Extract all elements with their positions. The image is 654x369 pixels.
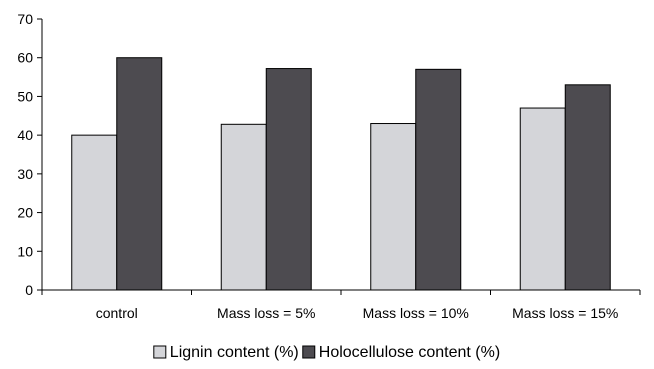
bar-lignin-0: [71, 134, 118, 291]
legend: Lignin content (%) Holocellulose content …: [153, 344, 500, 361]
bar-lignin-2: [370, 123, 417, 291]
bar-holocellulose-0: [116, 57, 163, 291]
bar-holocellulose-3: [564, 84, 611, 291]
y-tick-label: 50: [17, 88, 33, 104]
legend-label: Holocellulose content (%): [319, 344, 500, 361]
legend-swatch: [302, 345, 316, 359]
x-category-label: control: [96, 305, 138, 321]
x-category-label: Mass loss = 5%: [217, 305, 315, 321]
bar-holocellulose-1: [265, 68, 312, 291]
bars: [71, 57, 611, 291]
bar-lignin-3: [519, 107, 566, 291]
legend-item-lignin: Lignin content (%): [153, 344, 299, 361]
legend-item-holocellulose: Holocellulose content (%): [302, 344, 500, 361]
y-tick-label: 30: [17, 166, 33, 182]
legend-swatch: [153, 345, 167, 359]
x-category-label: Mass loss = 10%: [363, 305, 469, 321]
y-tick-label: 20: [17, 205, 33, 221]
x-category-label: Mass loss = 15%: [512, 305, 618, 321]
y-tick-label: 60: [17, 50, 33, 66]
y-tick-label: 0: [25, 282, 33, 298]
bar-holocellulose-2: [415, 68, 462, 291]
bar-lignin-1: [220, 123, 267, 291]
y-tick-label: 40: [17, 127, 33, 143]
y-tick-label: 10: [17, 243, 33, 259]
y-tick-label: 70: [17, 11, 33, 27]
legend-label: Lignin content (%): [170, 344, 299, 361]
x-axis: control Mass loss = 5% Mass loss = 10% Mass…: [41, 289, 641, 321]
y-axis: 0 10 20 30 40 50 60 70: [17, 11, 43, 298]
